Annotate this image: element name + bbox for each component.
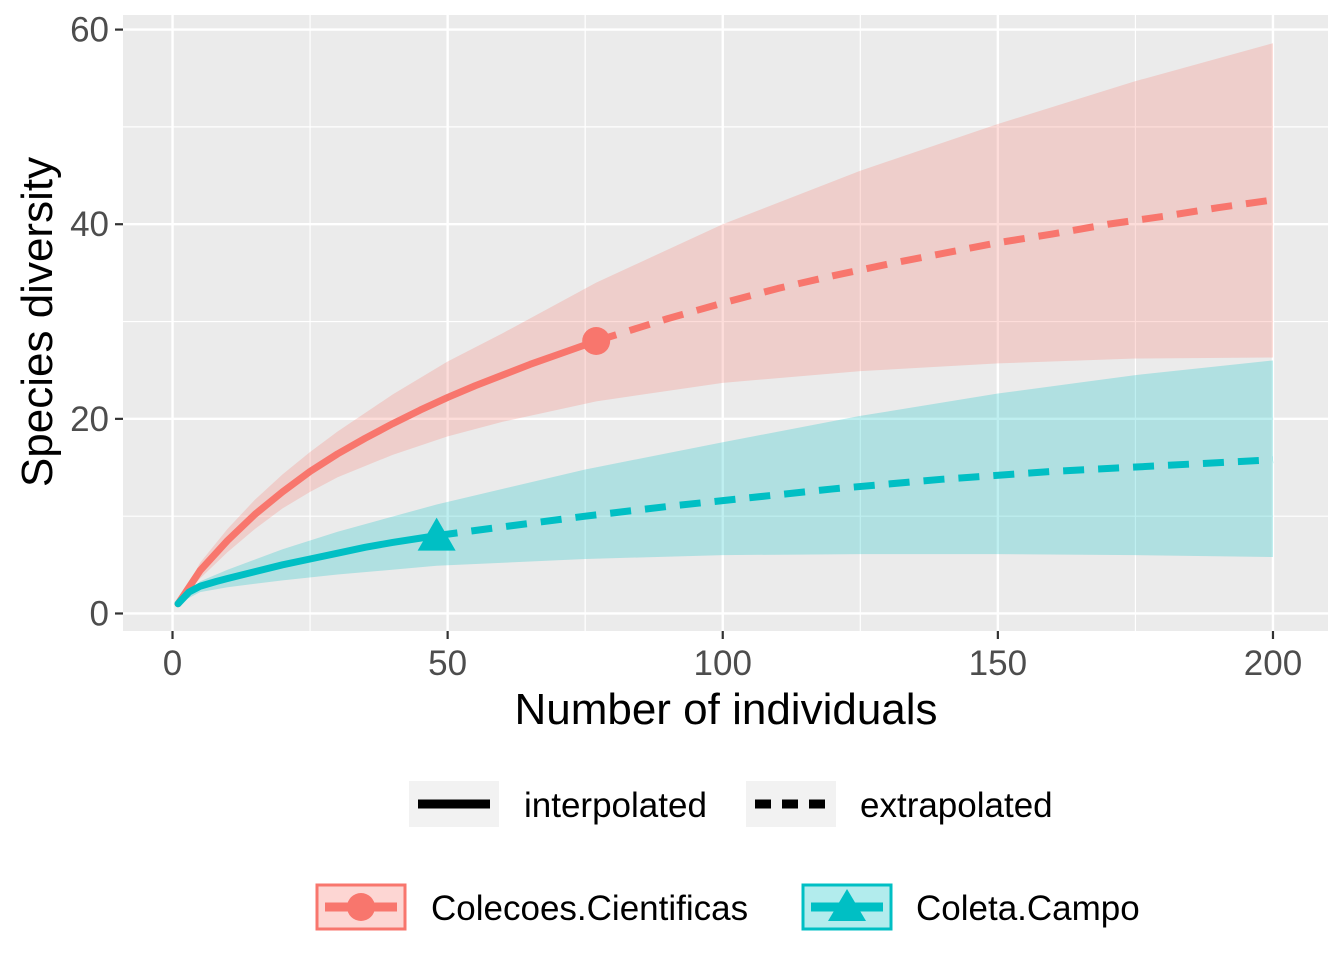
x-tick-label: 150 bbox=[969, 644, 1027, 683]
x-tick-label: 0 bbox=[163, 644, 182, 683]
y-axis-title: Species diversity bbox=[13, 157, 62, 487]
legend-triangle-marker bbox=[828, 889, 866, 921]
observed-point-colecoes bbox=[582, 327, 611, 356]
x-tick-label: 200 bbox=[1244, 644, 1302, 683]
observed-point-coleta bbox=[417, 517, 456, 551]
interpolated-line-coleta bbox=[174, 532, 441, 608]
y-tick-label: 0 bbox=[90, 594, 109, 633]
ci-band-colecoes bbox=[178, 43, 1273, 604]
y-tick-label: 40 bbox=[70, 205, 109, 244]
legend-label-colecoes: Colecoes.Cientificas bbox=[431, 889, 748, 928]
ci-band-coleta bbox=[178, 360, 1273, 604]
grid-lines bbox=[123, 15, 1328, 631]
x-tick-label: 50 bbox=[428, 644, 467, 683]
legend-label-coleta: Coleta.Campo bbox=[916, 889, 1140, 928]
legend-circle-marker bbox=[347, 893, 375, 921]
plot-panel bbox=[123, 15, 1328, 631]
x-axis-title: Number of individuals bbox=[514, 685, 937, 734]
x-tick-label: 100 bbox=[694, 644, 752, 683]
y-tick-label: 60 bbox=[70, 11, 109, 50]
group-legend: Colecoes.Cientificas Coleta.Campo bbox=[315, 883, 1140, 931]
legend-label-extrapolated: extrapolated bbox=[860, 786, 1053, 825]
y-tick-label: 20 bbox=[70, 400, 109, 439]
interpolated-line-colecoes bbox=[174, 337, 600, 608]
series-lines bbox=[174, 196, 1274, 608]
extrapolated-line-coleta bbox=[436, 456, 1274, 540]
observed-markers bbox=[417, 327, 611, 551]
extrapolated-line-colecoes bbox=[595, 196, 1274, 345]
linetype-legend: interpolated extrapolated bbox=[409, 781, 1053, 827]
legend-label-interpolated: interpolated bbox=[524, 786, 707, 825]
panel-background bbox=[123, 15, 1328, 631]
confidence-bands bbox=[178, 43, 1273, 604]
axes: 0 50 100 150 200 0 20 40 60 bbox=[70, 11, 1302, 683]
